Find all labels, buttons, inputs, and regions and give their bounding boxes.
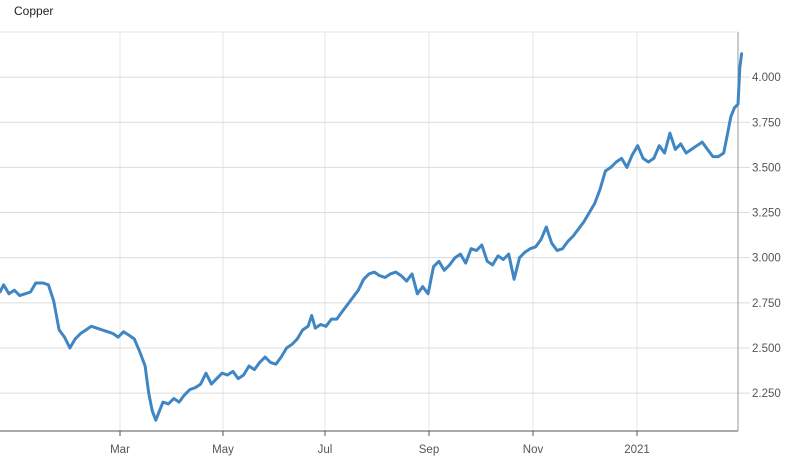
y-tick-label: 3.750 (752, 117, 781, 129)
y-tick-label: 3.000 (752, 253, 781, 265)
y-tick-label: 2.250 (752, 388, 781, 400)
x-tick-label: May (212, 444, 234, 456)
x-tick-label: Nov (523, 444, 544, 456)
x-tick-label: 2021 (624, 444, 650, 456)
x-tick-label: Sep (419, 444, 439, 456)
x-tick-label: Jul (318, 444, 333, 456)
x-tick-label: Mar (110, 444, 130, 456)
y-tick-label: 4.000 (752, 72, 781, 84)
y-tick-label: 3.500 (752, 162, 781, 174)
y-tick-label: 3.250 (752, 208, 781, 220)
price-line (0, 52, 744, 422)
y-tick-label: 2.500 (752, 343, 781, 355)
chart-title: Copper (14, 4, 54, 18)
y-tick-label: 2.750 (752, 298, 781, 310)
